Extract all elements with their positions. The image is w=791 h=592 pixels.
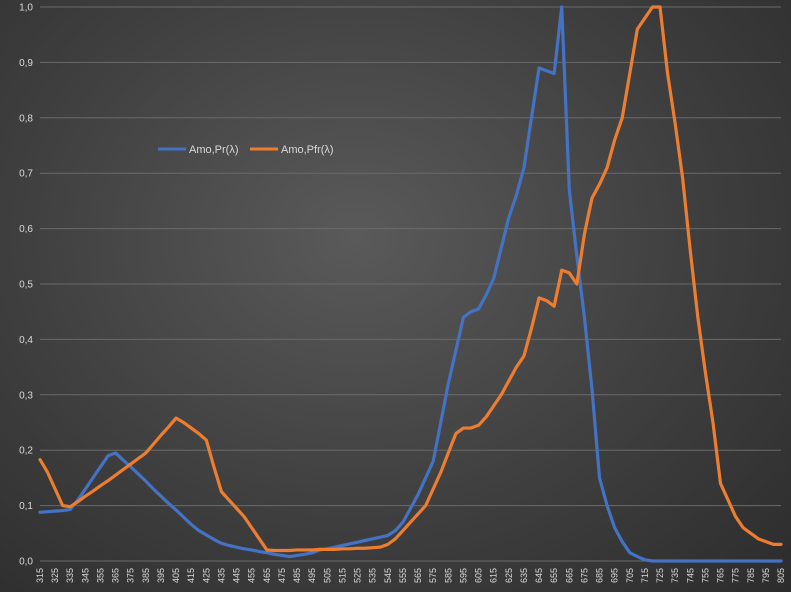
x-tick-label: 535: [368, 568, 378, 583]
y-tick-label: 0,4: [19, 335, 33, 346]
x-tick-label: 375: [126, 568, 136, 583]
x-tick-label: 715: [640, 568, 650, 583]
legend: Amo,Pr(λ) Amo,Pfr(λ): [158, 144, 334, 156]
y-tick-label: 0,1: [19, 501, 33, 512]
x-tick-label: 685: [595, 568, 605, 583]
y-tick-label: 0,6: [19, 224, 33, 235]
gridlines: [40, 6, 781, 562]
x-axis: 315 325 335 345 355 365 375 385 395 405 415 425 435 4…: [35, 568, 786, 583]
x-tick-label: 325: [50, 568, 60, 583]
x-tick-label: 455: [247, 568, 257, 583]
x-tick-label: 545: [383, 568, 393, 583]
x-tick-label: 515: [337, 568, 347, 583]
x-tick-label: 625: [504, 568, 514, 583]
x-tick-label: 665: [564, 568, 574, 583]
x-tick-label: 355: [95, 568, 105, 583]
x-tick-label: 585: [443, 568, 453, 583]
x-tick-label: 385: [141, 568, 151, 583]
series-line-1: [38, 5, 783, 563]
x-tick-label: 805: [776, 568, 786, 583]
y-tick-label: 0,9: [19, 58, 33, 69]
y-tick-label: 1,0: [19, 3, 33, 14]
y-tick-label: 0,3: [19, 390, 33, 401]
x-tick-label: 745: [685, 568, 695, 583]
x-tick-label: 425: [201, 568, 211, 583]
x-tick-label: 415: [186, 568, 196, 583]
x-tick-label: 755: [700, 568, 710, 583]
series-lines: [38, 5, 783, 563]
x-tick-label: 675: [579, 568, 589, 583]
x-tick-label: 695: [610, 568, 620, 583]
x-tick-label: 475: [277, 568, 287, 583]
x-tick-label: 565: [413, 568, 423, 583]
x-tick-label: 365: [111, 568, 121, 583]
x-tick-label: 725: [655, 568, 665, 583]
y-tick-label: 0,2: [19, 446, 33, 457]
y-tick-label: 0,0: [19, 557, 33, 568]
x-tick-label: 555: [398, 568, 408, 583]
x-tick-label: 505: [322, 568, 332, 583]
x-tick-label: 655: [549, 568, 559, 583]
x-tick-label: 405: [171, 568, 181, 583]
x-tick-label: 575: [428, 568, 438, 583]
x-tick-label: 645: [534, 568, 544, 583]
x-tick-label: 705: [625, 568, 635, 583]
x-tick-label: 495: [307, 568, 317, 583]
x-tick-label: 785: [746, 568, 756, 583]
y-axis: 0,0 0,1 0,2 0,3 0,4 0,5 0,6 0,7 0,8 0,9 1,0: [19, 3, 33, 568]
x-tick-label: 615: [489, 568, 499, 583]
x-tick-label: 635: [519, 568, 529, 583]
x-tick-label: 465: [262, 568, 272, 583]
x-tick-label: 345: [80, 568, 90, 583]
x-tick-label: 605: [474, 568, 484, 583]
x-tick-label: 335: [65, 568, 75, 583]
x-tick-label: 595: [458, 568, 468, 583]
x-tick-label: 795: [761, 568, 771, 583]
y-tick-label: 0,5: [19, 280, 33, 291]
x-tick-label: 395: [156, 568, 166, 583]
x-tick-label: 315: [35, 568, 45, 583]
y-tick-label: 0,8: [19, 113, 33, 124]
x-tick-label: 435: [216, 568, 226, 583]
series-line-2: [38, 5, 783, 553]
x-tick-label: 445: [232, 568, 242, 583]
x-tick-label: 525: [353, 568, 363, 583]
y-tick-label: 0,7: [19, 169, 33, 180]
legend-label-series-1: Amo,Pr(λ): [189, 144, 239, 156]
x-tick-label: 735: [670, 568, 680, 583]
legend-label-series-2: Amo,Pfr(λ): [281, 144, 334, 156]
x-tick-label: 485: [292, 568, 302, 583]
x-tick-label: 775: [731, 568, 741, 583]
x-tick-label: 765: [716, 568, 726, 583]
